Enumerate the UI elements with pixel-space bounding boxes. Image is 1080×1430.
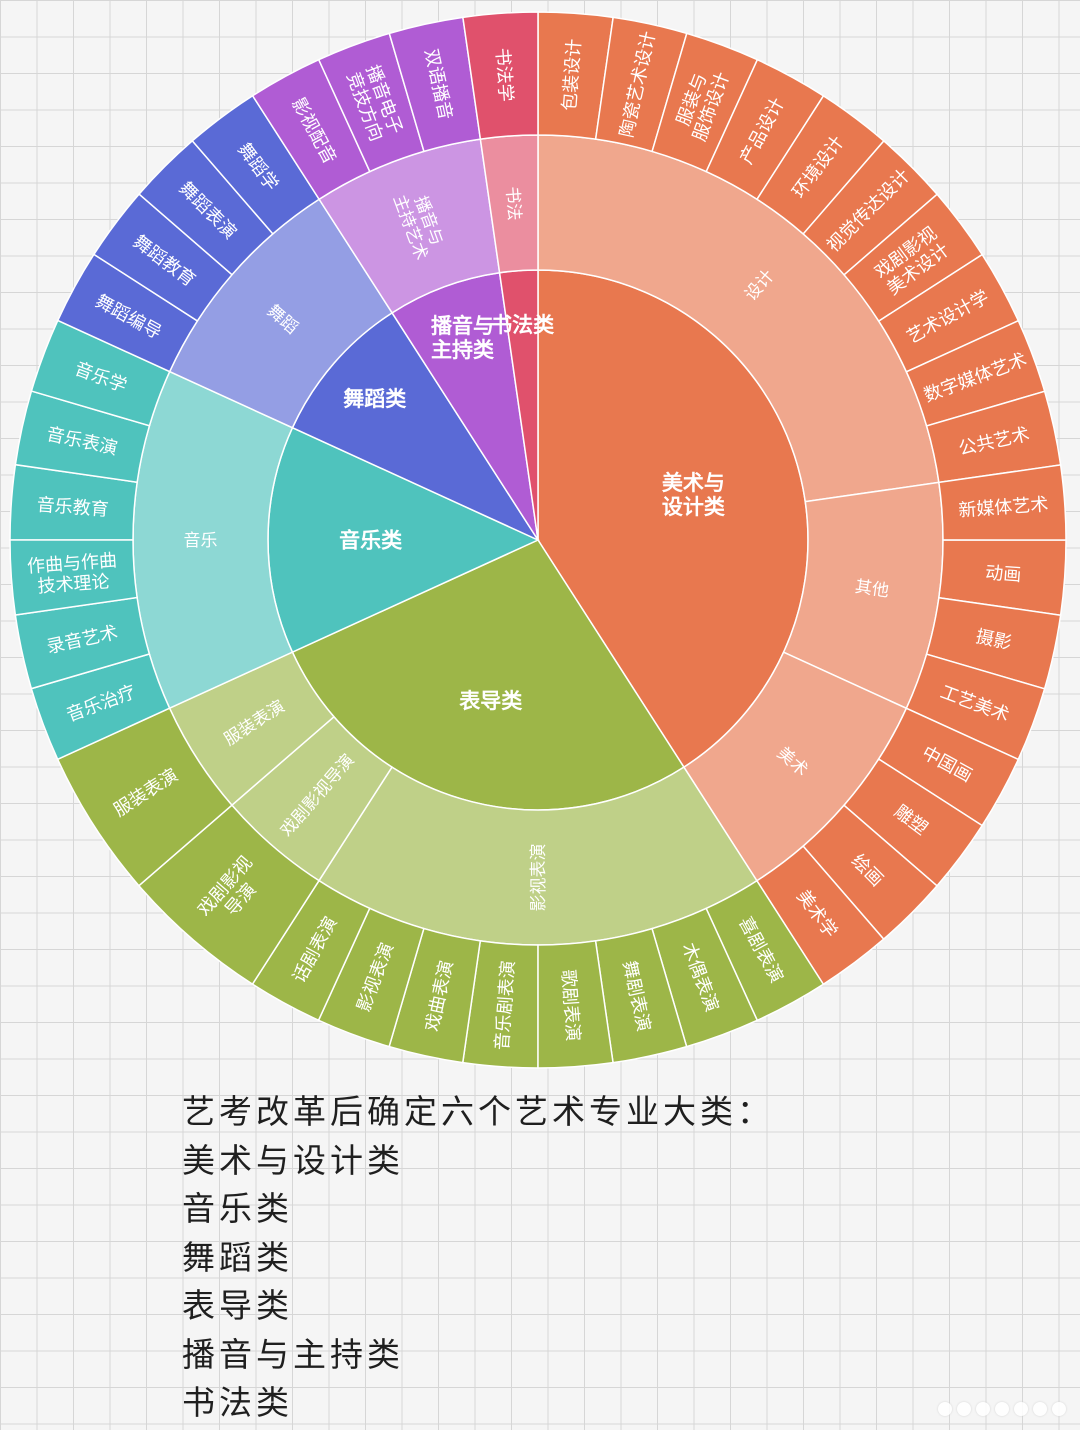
summary-heading: 艺考改革后确定六个艺术专业大类： [182,1092,774,1131]
category-label: 舞蹈类 [343,387,407,411]
watermark-dot [1033,1402,1047,1416]
watermark-dot [938,1402,952,1416]
summary-list: 艺考改革后确定六个艺术专业大类： 美术与设计类 音乐类 舞蹈类 表导类 播音与主… [182,1088,774,1428]
major-label: 歌剧表演 [557,969,583,1042]
major-label: 包装设计 [559,38,585,111]
category-label: 书法类 [491,313,555,337]
summary-item: 音乐类 [182,1189,293,1228]
major-label: 动画 [985,563,1022,587]
category-label: 表导类 [459,689,523,713]
watermark-dot [1052,1402,1066,1416]
category-label: 美术与设计类 [662,471,726,519]
watermark-dot [976,1402,990,1416]
major-label: 音乐教育 [36,495,109,521]
group-label: 音乐 [184,531,218,551]
major-label: 作曲与作曲技术理论 [26,550,119,598]
watermark-dot [1014,1402,1028,1416]
summary-item: 播音与主持类 [182,1334,404,1374]
major-segment [462,11,539,140]
category-label: 播音与主持类 [431,314,495,362]
category-label: 音乐类 [339,529,403,553]
watermark-dots [938,1402,1066,1416]
summary-item: 表导类 [182,1286,293,1325]
summary-item: 舞蹈类 [182,1237,293,1277]
group-label: 书法 [502,186,524,221]
group-label: 其他 [854,577,891,602]
group-label: 影视表演 [529,844,549,912]
summary-item: 美术与设计类 [182,1140,404,1180]
watermark-dot [957,1402,971,1416]
watermark-dot [995,1402,1009,1416]
major-label: 书法学 [491,47,516,102]
summary-item: 书法类 [182,1383,293,1422]
